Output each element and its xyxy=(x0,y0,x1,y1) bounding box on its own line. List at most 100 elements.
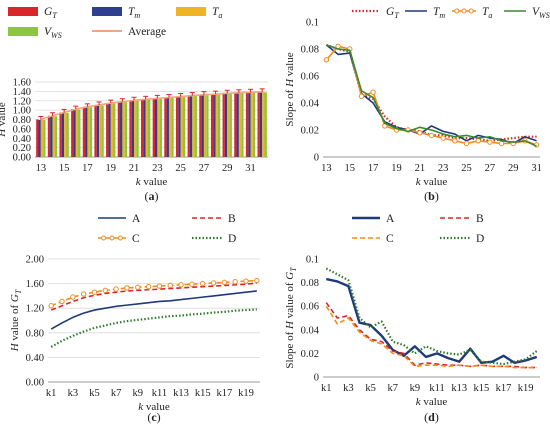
data-point xyxy=(487,139,493,145)
x-tick-label: 15 xyxy=(345,163,356,174)
x-tick-label: k19 xyxy=(238,388,254,399)
bar-tm xyxy=(154,98,158,157)
bar-tm xyxy=(236,93,239,157)
bar-tm xyxy=(178,97,181,157)
bar-ta xyxy=(227,93,230,157)
x-tick-label: 25 xyxy=(461,163,472,174)
data-point xyxy=(200,280,206,287)
data-point xyxy=(91,289,98,295)
bar-gt xyxy=(152,98,155,157)
legend: GT Tm Ta VWS Average xyxy=(8,6,222,40)
data-point xyxy=(124,285,130,291)
bar-tm xyxy=(213,94,216,157)
bar-gt xyxy=(187,95,190,157)
bar-vws xyxy=(148,99,151,157)
y-tick-label: 0.60 xyxy=(13,124,31,135)
bar-tm xyxy=(61,112,65,157)
x-tick-label: k11 xyxy=(429,383,444,394)
bar-vws xyxy=(264,92,267,157)
bar-ta xyxy=(215,94,218,157)
x-tick-label: 29 xyxy=(508,163,519,174)
data-point xyxy=(113,286,119,292)
series-line-b xyxy=(325,302,537,369)
series-line-d xyxy=(325,267,538,366)
bar-vws xyxy=(241,93,244,157)
legend-label: B xyxy=(476,213,484,225)
legend-swatch xyxy=(8,27,38,36)
y-tick-label: 0.20 xyxy=(13,143,31,154)
bar-vws xyxy=(159,98,162,157)
y-tick-label: 1.40 xyxy=(13,87,31,98)
legend-marker xyxy=(461,8,467,14)
x-tick-label: k5 xyxy=(89,388,100,399)
legend-label: GT xyxy=(44,6,57,20)
bar-vws xyxy=(101,105,104,157)
bar-ta xyxy=(99,104,102,157)
bar-ta xyxy=(145,99,149,157)
bar-vws xyxy=(89,107,93,157)
bar-ta xyxy=(75,109,79,157)
y-tick-label: 0.06 xyxy=(301,302,319,313)
legend-label: Ta xyxy=(212,6,222,20)
x-tick-label: k15 xyxy=(195,388,211,399)
bar-vws xyxy=(171,97,174,157)
bar-tm xyxy=(108,103,111,157)
data-point xyxy=(417,130,423,136)
legend-label: Tm xyxy=(128,6,140,20)
data-point xyxy=(254,277,260,284)
y-tick-label: 1.20 xyxy=(13,96,31,107)
bar-ta xyxy=(168,97,172,157)
data-point xyxy=(370,89,376,95)
data-point xyxy=(145,283,152,290)
x-tick-label: 29 xyxy=(222,163,233,174)
bar-ta xyxy=(87,106,90,157)
bar-ta xyxy=(157,98,160,157)
bar-tm xyxy=(85,107,88,157)
bar-vws xyxy=(78,109,81,157)
bar-ta xyxy=(40,119,44,157)
bar-gt xyxy=(175,96,179,157)
series-line-d xyxy=(50,308,257,348)
legend-label: GT xyxy=(386,6,399,20)
bar-ta xyxy=(238,92,242,157)
bar-tm xyxy=(131,100,135,157)
bar-tm xyxy=(248,92,251,157)
legend-label: C xyxy=(386,233,394,245)
x-tick-label: 17 xyxy=(368,163,379,174)
legend-label: Ta xyxy=(482,6,492,20)
data-point xyxy=(463,140,470,147)
x-tick-label: k9 xyxy=(410,383,421,394)
x-tick-label: 17 xyxy=(82,163,93,174)
data-point xyxy=(210,280,217,286)
bar-vws xyxy=(124,102,128,157)
legend-label: VWS xyxy=(44,26,62,40)
panel-label: (d) xyxy=(424,410,439,424)
x-tick-label: 21 xyxy=(129,163,140,174)
data-point xyxy=(135,284,141,290)
data-point xyxy=(178,282,184,288)
y-tick-label: 0.02 xyxy=(301,349,319,360)
y-tick-label: 0.00 xyxy=(26,378,44,389)
bar-gt xyxy=(199,94,202,157)
x-tick-label: 23 xyxy=(152,163,163,174)
legend: A B C D xyxy=(352,213,484,245)
legend-marker xyxy=(101,235,107,241)
legend-marker xyxy=(117,235,123,241)
bar-vws xyxy=(252,92,256,157)
bar-vws xyxy=(217,94,221,157)
legend-label: B xyxy=(228,213,236,225)
x-tick-label: 21 xyxy=(415,163,426,174)
bar-ta xyxy=(180,96,183,157)
bar-ta xyxy=(122,101,125,157)
data-point xyxy=(59,298,65,305)
bar-ta xyxy=(134,100,137,157)
x-tick-label: 19 xyxy=(105,163,116,174)
bar-tm xyxy=(96,105,100,157)
y-tick-label: 0.06 xyxy=(301,72,319,83)
bar-tm xyxy=(259,92,263,157)
legend-marker xyxy=(109,235,115,241)
bar-gt xyxy=(94,104,97,157)
bar-ta xyxy=(52,115,55,157)
bar-gt xyxy=(82,106,86,157)
data-point xyxy=(189,281,195,287)
